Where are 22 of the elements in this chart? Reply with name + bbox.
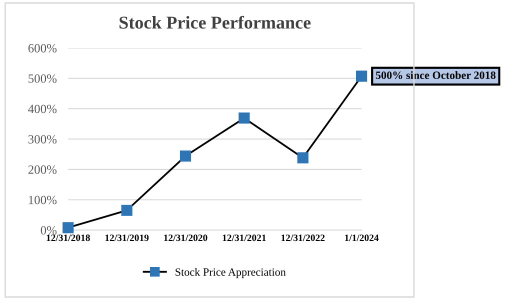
- y-tick-label: 200%: [28, 165, 57, 174]
- y-tick-label: 500%: [28, 74, 57, 83]
- point: [62, 222, 74, 234]
- point: [297, 152, 308, 164]
- x-tick-label: 12/31/2020: [164, 234, 208, 242]
- point: [356, 70, 368, 82]
- y-tick-label: 0%: [40, 226, 57, 235]
- y-tick-label: 100%: [28, 196, 57, 204]
- point: [180, 150, 192, 162]
- chart-title: Stock Price Performance: [120, 16, 311, 29]
- point: [238, 112, 250, 124]
- y-tick-label: 400%: [28, 104, 57, 114]
- x-tick-label: 12/31/2019: [105, 234, 149, 242]
- annotation: 500% since October 2018: [376, 71, 496, 80]
- point: [121, 204, 132, 216]
- y-tick-label: 600%: [28, 44, 57, 52]
- x-tick-label: 12/31/2021: [222, 234, 266, 242]
- x-tick-label: 12/31/2018: [46, 234, 90, 242]
- x-tick-label: 1/1/2024: [345, 234, 379, 242]
- y-tick-label: 300%: [28, 135, 57, 144]
- legend-label: Stock Price Appreciation: [176, 268, 286, 278]
- x-tick-label: 12/31/2022: [282, 234, 325, 242]
